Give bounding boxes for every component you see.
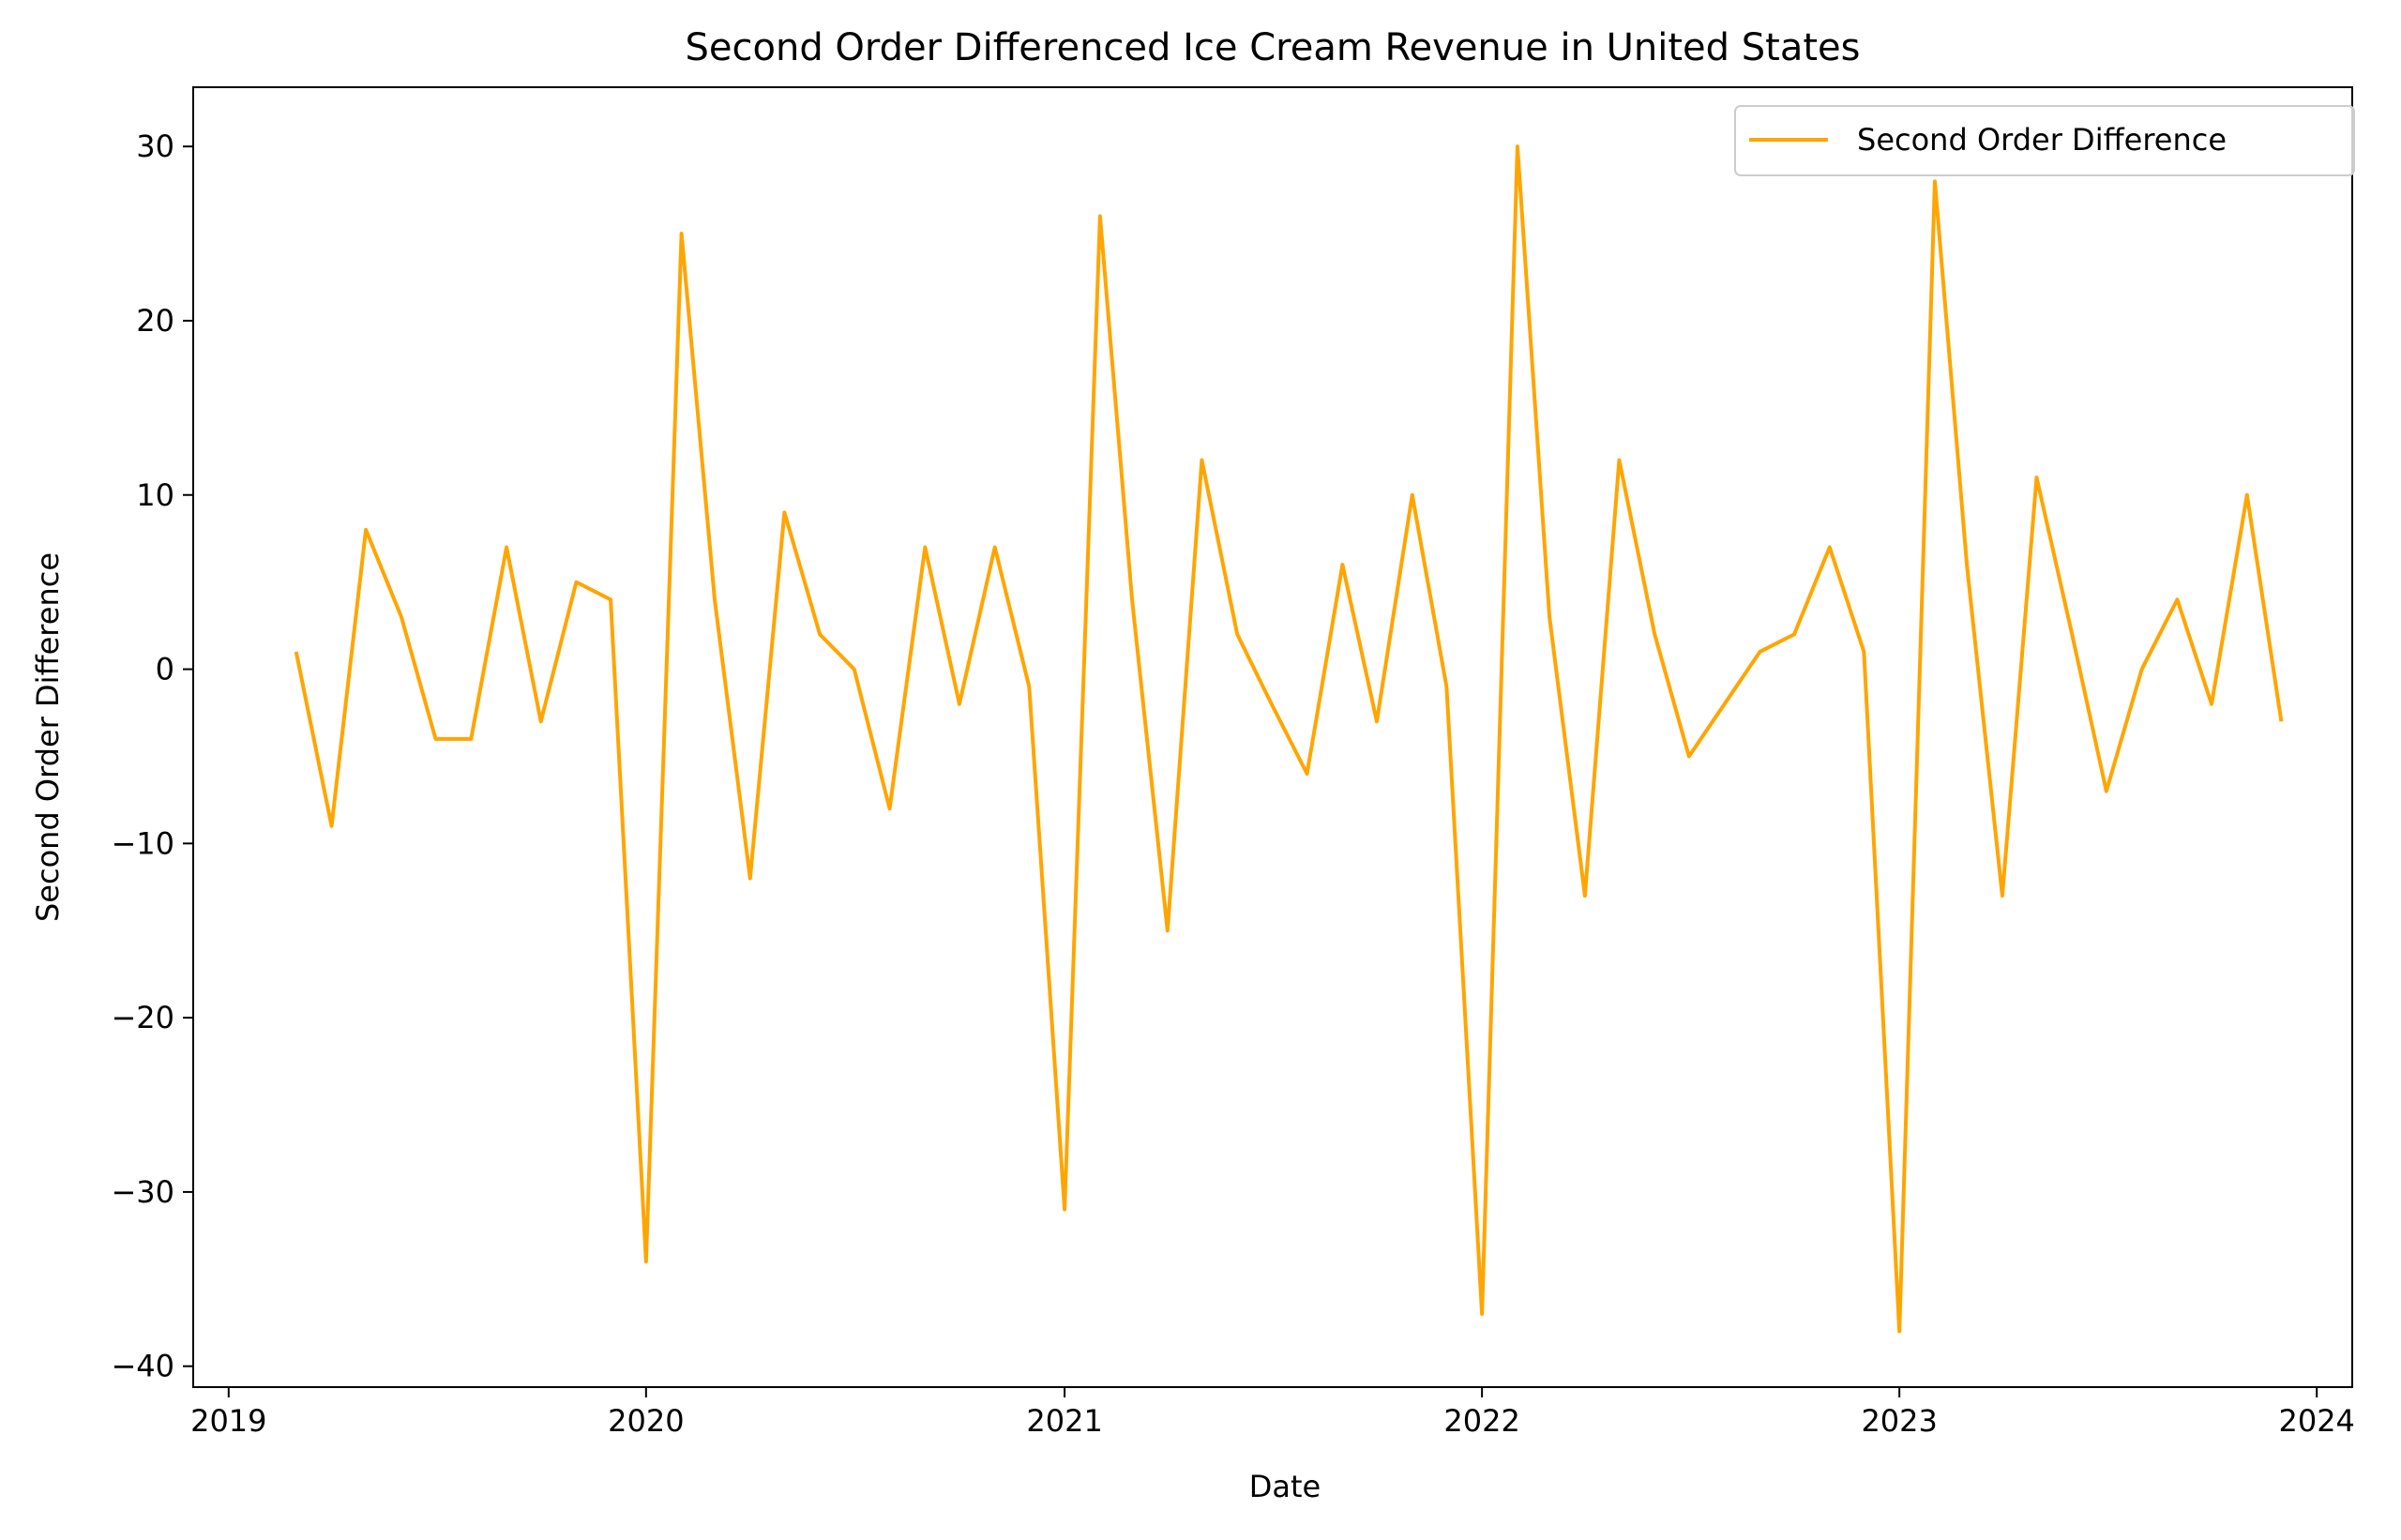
y-tick-label: −20 <box>111 1000 174 1035</box>
y-tick-label: 30 <box>136 128 174 164</box>
x-tick-label: 2021 <box>1026 1403 1102 1439</box>
legend: Second Order Difference <box>1734 105 2355 176</box>
y-axis-label: Second Order Difference <box>30 552 66 922</box>
x-tick-label: 2020 <box>608 1403 684 1439</box>
y-tick-label: 0 <box>156 652 174 687</box>
x-axis-label: Date <box>1249 1469 1321 1504</box>
y-tick-label: 20 <box>136 303 174 339</box>
legend-box <box>1734 105 2355 176</box>
series-line <box>294 144 2284 1334</box>
x-tick-label: 2022 <box>1443 1403 1519 1439</box>
x-tick-label: 2024 <box>2278 1403 2354 1439</box>
y-tick-label: −40 <box>111 1349 174 1384</box>
plot-area-frame <box>192 86 2353 1388</box>
y-tick-label: 10 <box>136 477 174 513</box>
chart-title: Second Order Differenced Ice Cream Reven… <box>686 26 1861 69</box>
y-tick-label: −10 <box>111 825 174 861</box>
x-tick-label: 2023 <box>1861 1403 1937 1439</box>
x-tick-label: 2019 <box>190 1403 266 1439</box>
legend-label: Second Order Difference <box>1857 122 2227 158</box>
y-tick-label: −30 <box>111 1174 174 1210</box>
